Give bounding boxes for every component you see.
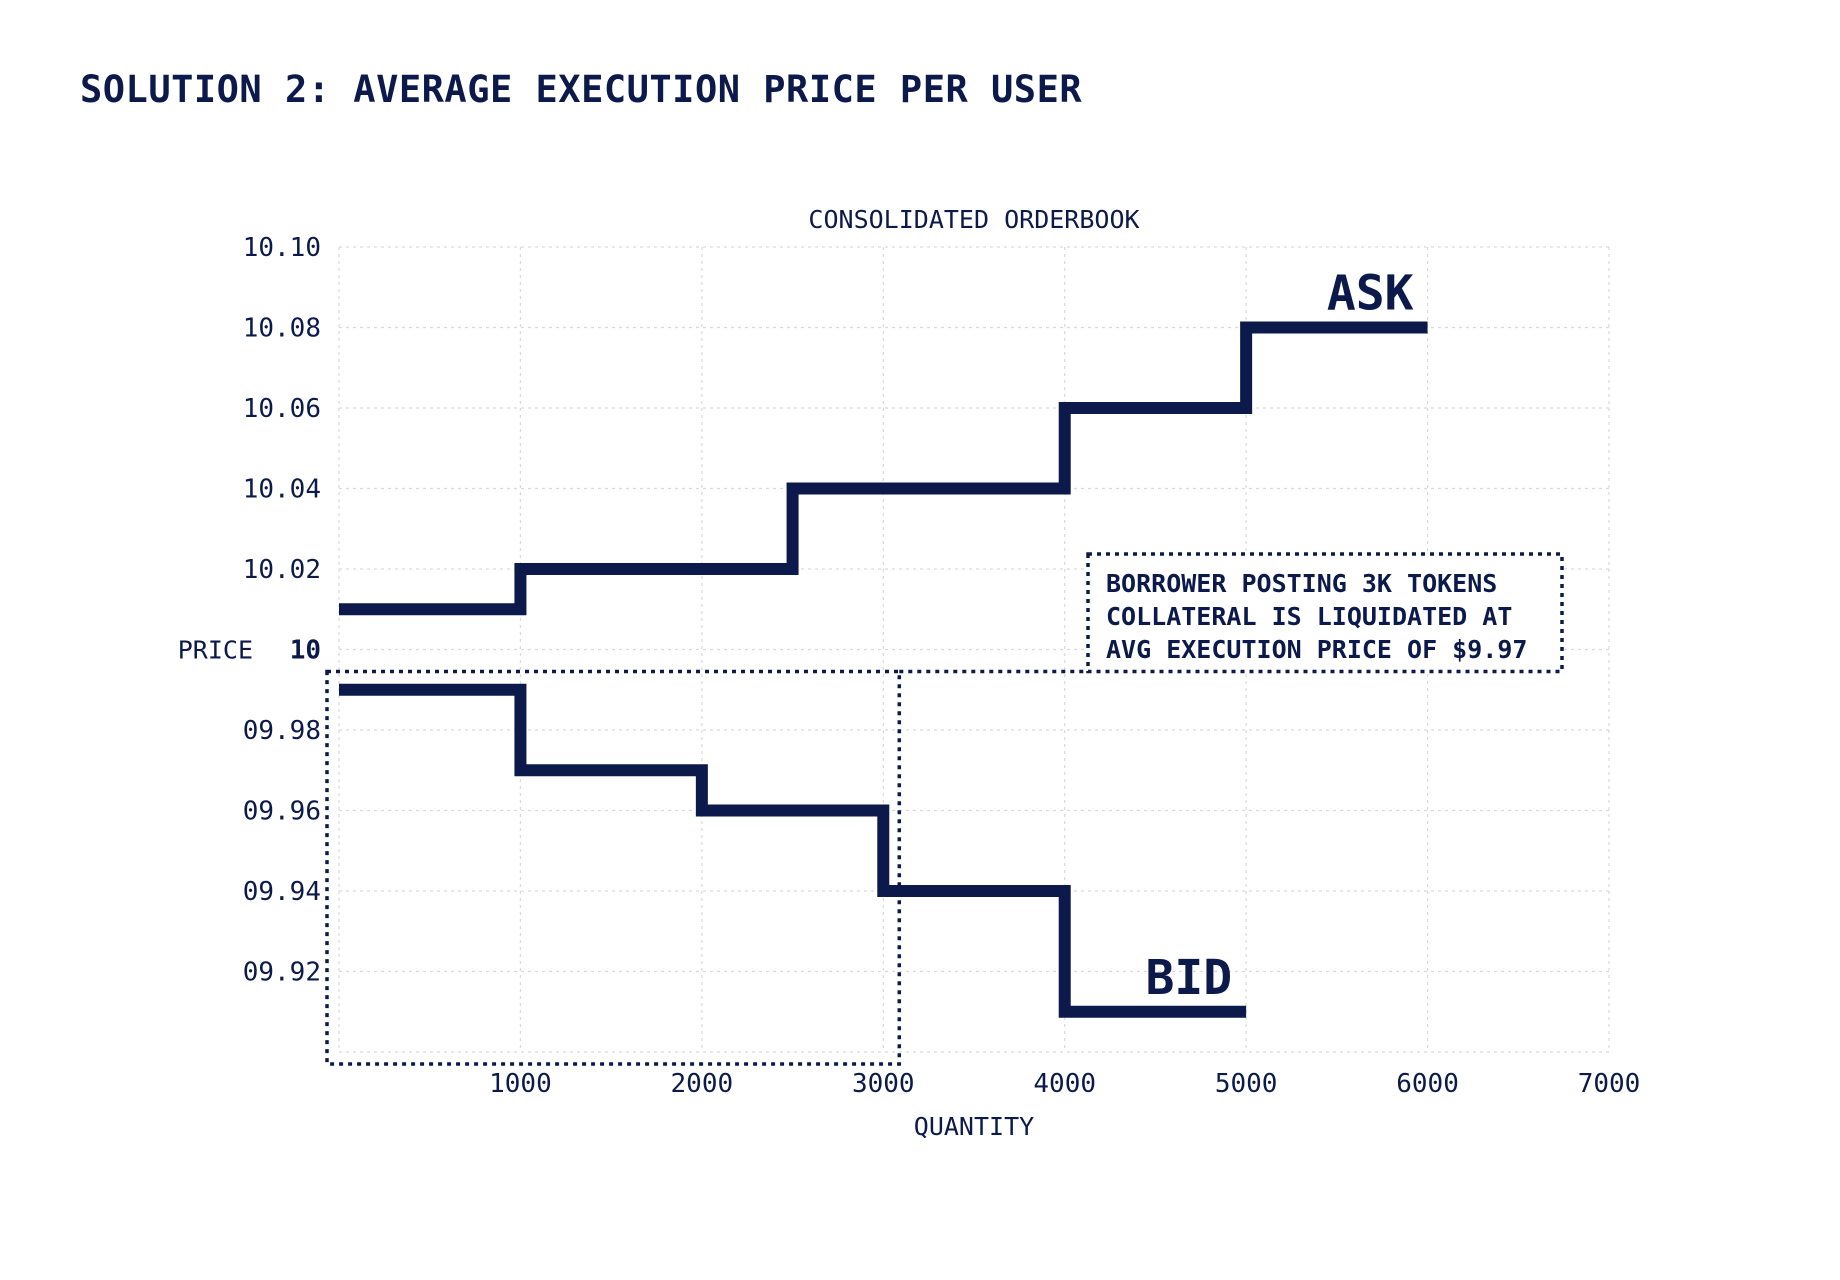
page-title: SOLUTION 2: AVERAGE EXECUTION PRICE PER …	[80, 68, 1083, 111]
x-tick-label: 5000	[1215, 1069, 1278, 1099]
chart-title: CONSOLIDATED ORDERBOOK	[808, 205, 1139, 234]
x-tick-label: 7000	[1578, 1069, 1641, 1099]
series-lines	[339, 321, 1428, 1018]
y-tick-label: 10.06	[243, 394, 321, 424]
y-tick-label: 10	[290, 636, 321, 666]
x-tick-label: 4000	[1033, 1069, 1096, 1099]
x-tick-label: 2000	[671, 1069, 734, 1099]
y-tick-label: 10.02	[243, 555, 321, 585]
annotation-line: BORROWER POSTING 3K TOKENS	[1106, 569, 1497, 598]
y-tick-label: 09.98	[243, 716, 321, 746]
y-tick-label: 10.10	[243, 233, 321, 263]
series-label-ask: ASK	[1327, 266, 1414, 322]
y-tick-label: 09.92	[243, 958, 321, 988]
annotation-line: COLLATERAL IS LIQUIDATED AT	[1106, 602, 1512, 631]
highlight-region	[325, 669, 902, 1066]
series-label-bid: BID	[1145, 950, 1232, 1006]
series-line-ask	[339, 321, 1428, 616]
y-axis-label: PRICE	[178, 636, 253, 665]
highlight-rect	[325, 669, 902, 1066]
y-tick-label: 10.04	[243, 475, 321, 505]
x-tick-label: 6000	[1396, 1069, 1459, 1099]
chart-labels: ASK BID 10.10 10.08 10.06 10.04 10.02 10 09.98 09…	[178, 205, 1641, 1141]
series-line-bid	[339, 683, 1247, 1018]
annotation-rect	[1086, 552, 1564, 674]
y-tick-label: 10.08	[243, 314, 321, 344]
x-tick-label: 1000	[489, 1069, 552, 1099]
annotation-box: BORROWER POSTING 3K TOKENS COLLATERAL IS …	[899, 552, 1564, 674]
x-tick-label: 3000	[852, 1069, 915, 1099]
x-axis-label: QUANTITY	[914, 1112, 1034, 1141]
y-tick-label: 09.96	[243, 797, 321, 827]
y-tick-label: 09.94	[243, 877, 321, 907]
annotation-line: AVG EXECUTION PRICE OF $9.97	[1106, 635, 1527, 664]
